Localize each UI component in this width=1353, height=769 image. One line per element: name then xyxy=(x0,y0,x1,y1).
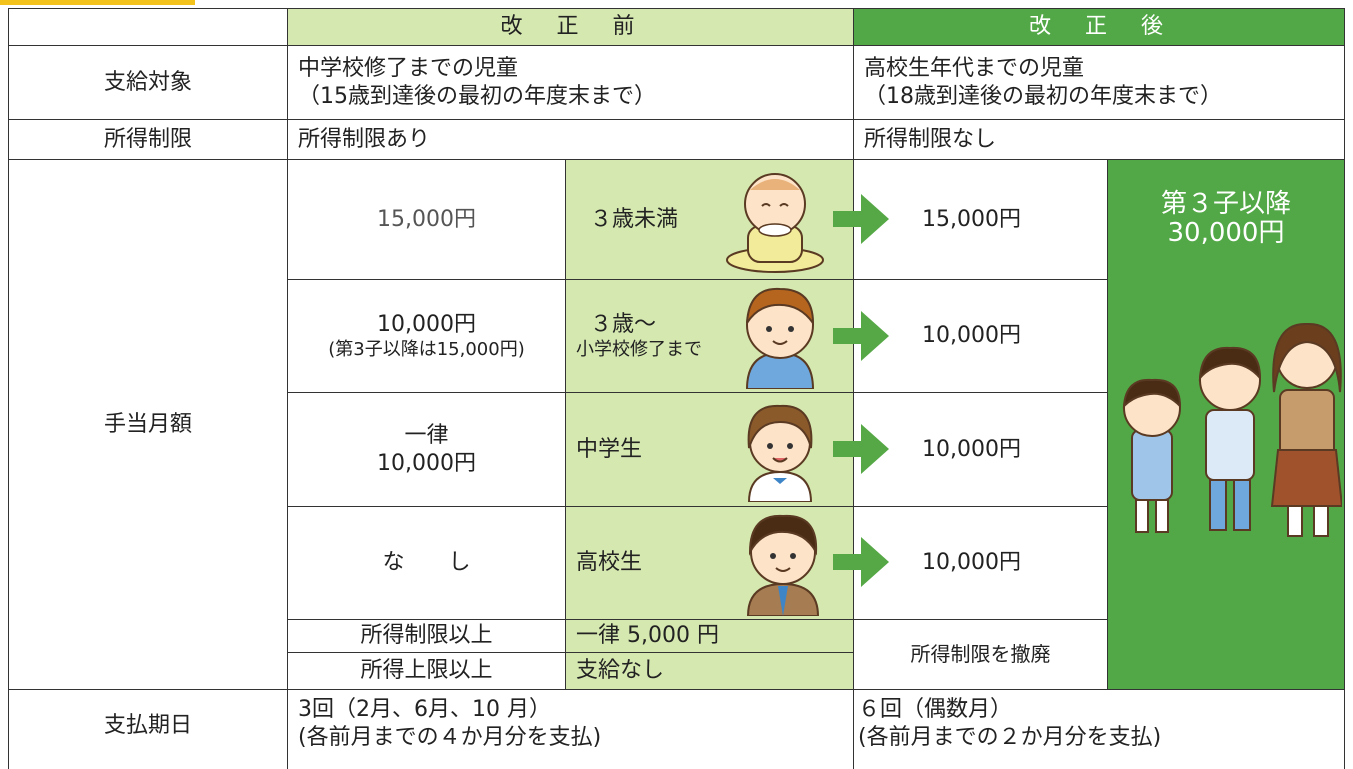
child-illustration xyxy=(745,287,815,389)
row-label: 支払期日 xyxy=(8,689,288,769)
header-blank xyxy=(8,8,288,46)
income-label: 所得制限以上 xyxy=(287,619,566,653)
row-label: 手当月額 xyxy=(8,159,288,690)
line: 15,000円 xyxy=(377,206,476,232)
after-amount: 10,000円 xyxy=(853,279,1108,393)
line: (第3子以降は15,000円) xyxy=(328,338,525,360)
age-group: ３歳未満 xyxy=(565,159,854,280)
line: 一律 xyxy=(404,423,449,448)
after-text: 高校生年代までの児童 （18歳到達後の最初の年度末まで） xyxy=(853,45,1345,120)
before-amount: 一律 10,000円 xyxy=(287,392,566,507)
after-text: 所得制限なし xyxy=(853,119,1345,160)
line: な し xyxy=(382,550,471,576)
arrow xyxy=(833,311,889,361)
row-label: 支給対象 xyxy=(8,45,288,120)
line: (各前月までの４か月分を支払) xyxy=(298,724,602,750)
kids-illustration xyxy=(1122,322,1342,537)
income-before: 支給なし xyxy=(565,652,854,690)
row-label: 所得制限 xyxy=(8,119,288,160)
line: 30,000円 xyxy=(1167,217,1285,248)
before-amount: な し xyxy=(287,506,566,620)
line: 中学校修了までの児童 xyxy=(298,56,519,81)
line: 高校生年代までの児童 xyxy=(864,56,1085,81)
arrow xyxy=(833,194,889,244)
header-before: 改 正 前 xyxy=(287,8,854,46)
before-text: 中学校修了までの児童 （15歳到達後の最初の年度末まで） xyxy=(287,45,854,120)
line: 高校生 xyxy=(576,550,643,576)
line: 3回（2月、6月、10 月） xyxy=(298,697,551,722)
income-before: 一律 5,000 円 xyxy=(565,619,854,653)
line: 中学生 xyxy=(576,436,643,462)
before-amount: 10,000円 (第3子以降は15,000円) xyxy=(287,279,566,393)
girl-illustration xyxy=(747,404,813,502)
arrow xyxy=(833,537,889,587)
teen-illustration xyxy=(746,514,820,616)
line: ３歳未満 xyxy=(590,206,679,232)
line: ６回（偶数月） xyxy=(858,697,1013,722)
line: （18歳到達後の最初の年度末まで） xyxy=(864,83,1222,109)
line: 第３子以降 xyxy=(1160,189,1291,219)
income-label: 所得上限以上 xyxy=(287,652,566,690)
line: (各前月までの２か月分を支払) xyxy=(858,724,1162,750)
decor-strip xyxy=(0,0,195,5)
income-after: 所得制限を撤廃 xyxy=(853,619,1108,690)
before-text: 所得制限あり xyxy=(287,119,854,160)
line: 小学校修了まで xyxy=(576,338,702,360)
after-amount: 10,000円 xyxy=(853,506,1108,620)
after-amount: 10,000円 xyxy=(853,392,1108,507)
header-after: 改 正 後 xyxy=(853,8,1345,46)
after-text: ６回（偶数月） (各前月までの２か月分を支払) xyxy=(853,689,1345,769)
line: ３歳～ xyxy=(590,312,657,337)
line: 10,000円 xyxy=(377,450,476,476)
arrow xyxy=(833,424,889,474)
line: 10,000円 xyxy=(377,312,476,337)
before-amount: 15,000円 xyxy=(287,159,566,280)
after-amount: 15,000円 xyxy=(853,159,1108,280)
baby-illustration xyxy=(726,173,824,273)
line: （15歳到達後の最初の年度末まで） xyxy=(298,83,656,109)
before-text: 3回（2月、6月、10 月） (各前月までの４か月分を支払) xyxy=(287,689,854,769)
